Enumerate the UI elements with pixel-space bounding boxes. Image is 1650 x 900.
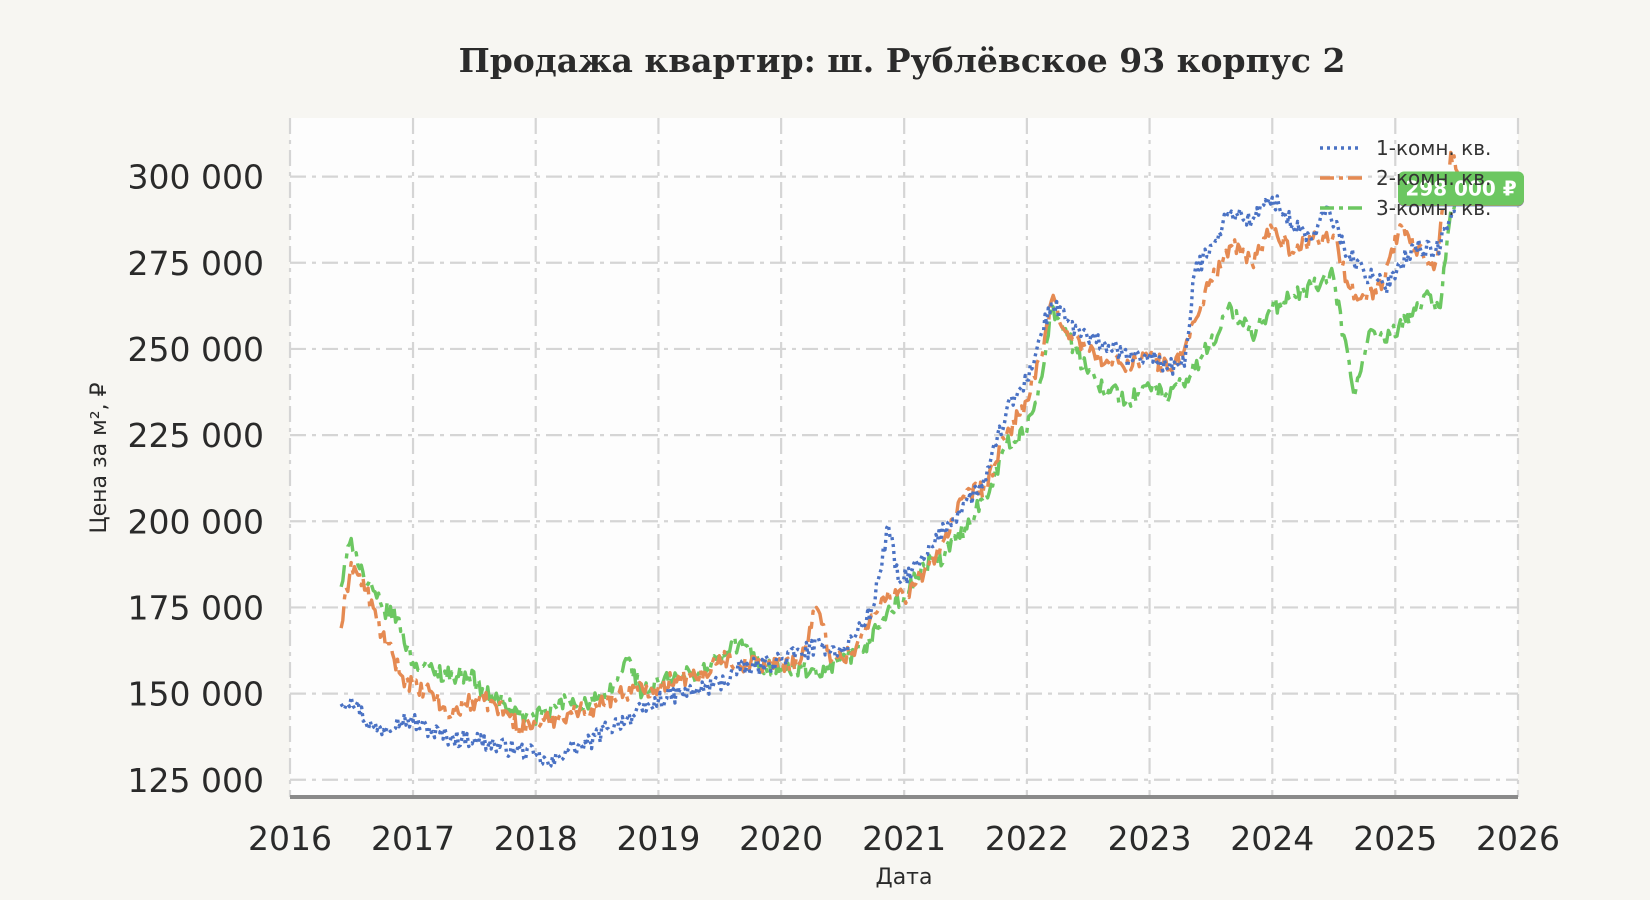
- x-tick-label: 2020: [739, 819, 823, 858]
- x-tick-label: 2026: [1476, 819, 1560, 858]
- y-tick-label: 300 000: [128, 158, 264, 197]
- end-badge-text-3: 298 000 ₽: [1405, 176, 1516, 200]
- y-axis-label: Цена за м², ₽: [87, 382, 112, 533]
- x-tick-labels: 2016 2017 2018 2019 2020 2021 2022 2023 2024 2025…: [248, 819, 1560, 858]
- legend-label-2: 2-комн. кв.: [1376, 166, 1491, 190]
- y-tick-labels: 125 000 150 000 175 000 200 000 225 000 250 0…: [128, 158, 264, 800]
- x-tick-label: 2019: [616, 819, 700, 858]
- y-tick-label: 225 000: [128, 416, 264, 455]
- series-line-1: [339, 188, 1462, 770]
- chart-title: Продажа квартир: ш. Рублёвское 93 корпус…: [459, 41, 1346, 80]
- x-tick-label: 2021: [862, 819, 946, 858]
- x-tick-label: 2023: [1108, 819, 1192, 858]
- series-layer: [339, 150, 1463, 770]
- y-tick-label: 175 000: [128, 588, 264, 627]
- end-value-badges: 296 000 ₽297 000 ₽298 000 ₽: [1398, 171, 1524, 207]
- y-tick-label: 125 000: [128, 761, 264, 800]
- x-tick-label: 2017: [371, 819, 455, 858]
- y-tick-label: 150 000: [128, 675, 264, 714]
- y-tick-label: 200 000: [128, 502, 264, 541]
- legend: 1-комн. кв. 2-комн. кв. 3-комн. кв.: [1320, 136, 1491, 220]
- y-tick-label: 250 000: [128, 330, 264, 369]
- x-tick-label: 2018: [494, 819, 578, 858]
- series-line-2: [339, 150, 1463, 737]
- legend-label-3: 3-комн. кв.: [1376, 196, 1491, 220]
- end-badge-3: [1398, 171, 1524, 206]
- x-tick-label: 2022: [985, 819, 1069, 858]
- x-tick-label: 2016: [248, 819, 332, 858]
- legend-label-1: 1-комн. кв.: [1376, 136, 1491, 160]
- x-axis-label: Дата: [876, 865, 933, 890]
- x-tick-label: 2025: [1353, 819, 1437, 858]
- x-tick-label: 2024: [1230, 819, 1314, 858]
- y-tick-label: 275 000: [128, 244, 264, 283]
